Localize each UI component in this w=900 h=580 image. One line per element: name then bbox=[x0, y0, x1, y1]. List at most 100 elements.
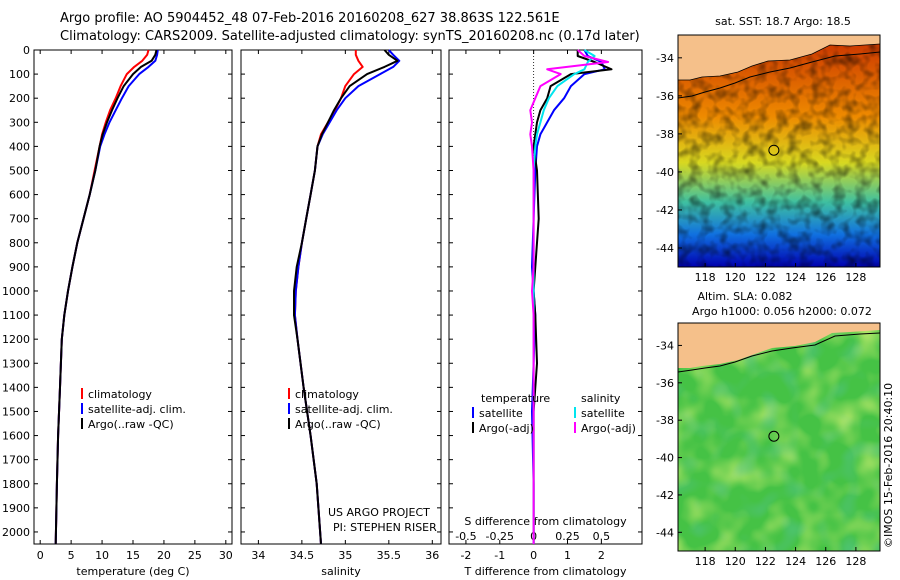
difference-xtick-label: -1 bbox=[494, 549, 505, 562]
depth-tick-label: 100 bbox=[9, 68, 30, 81]
temperature-xtick-label: 0 bbox=[37, 549, 44, 562]
difference-xtick-label: 0 bbox=[530, 549, 537, 562]
temperature-xtick-label: 10 bbox=[95, 549, 109, 562]
temperature-legend-label: Argo(..raw -QC) bbox=[88, 418, 174, 431]
difference-series-2 bbox=[532, 49, 596, 544]
salinity-xtick-label: 34 bbox=[251, 549, 265, 562]
depth-tick-label: 200 bbox=[9, 92, 30, 105]
depth-tick-label: 1600 bbox=[2, 430, 30, 443]
sla-lon-label: 122 bbox=[755, 555, 776, 568]
depth-tick-label: 1100 bbox=[2, 309, 30, 322]
difference-series-3 bbox=[529, 49, 610, 544]
difference-panel: -2 -1 0 1 2-0.5 -0.25 0 0.25 0.5S difference fro… bbox=[448, 49, 643, 578]
sla-lon-label: 128 bbox=[845, 555, 866, 568]
salinity-diff-axis-label: S difference from climatology bbox=[464, 515, 627, 528]
salinity-diff-tick-label: -0.5 bbox=[455, 530, 476, 543]
depth-tick-label: 500 bbox=[9, 164, 30, 177]
depth-tick-label: 1800 bbox=[2, 478, 30, 491]
difference-legend-label: Argo(-adj) bbox=[479, 422, 534, 435]
sst-lon-label: 124 bbox=[785, 271, 806, 284]
depth-tick-label: 1500 bbox=[2, 405, 30, 418]
sst-lon-label: 118 bbox=[695, 271, 716, 284]
sla-lat-label: -44 bbox=[656, 526, 674, 539]
difference-frame bbox=[448, 49, 643, 545]
difference-legend-label: Argo(-adj) bbox=[581, 422, 636, 435]
sst-lon-label: 122 bbox=[755, 271, 776, 284]
depth-tick-label: 2000 bbox=[2, 526, 30, 539]
sst-lat-label: -34 bbox=[656, 52, 674, 65]
salinity-legend-label: climatology bbox=[295, 388, 359, 401]
depth-tick-label: 400 bbox=[9, 140, 30, 153]
depth-tick-label: 1700 bbox=[2, 454, 30, 467]
difference-legend-label: satellite bbox=[581, 407, 625, 420]
sla-map-title: Altim. SLA: 0.082 bbox=[697, 290, 792, 303]
sla-lat-label: -38 bbox=[656, 414, 674, 427]
temperature-xtick-label: 5 bbox=[68, 549, 75, 562]
imos-watermark: ©IMOS 15-Feb-2016 20:40:10 bbox=[882, 383, 895, 548]
depth-tick-label: 800 bbox=[9, 237, 30, 250]
salinity-diff-tick-label: -0.25 bbox=[486, 530, 514, 543]
sst-map-frame bbox=[677, 34, 881, 268]
salinity-legend-label: satellite-adj. clim. bbox=[295, 403, 393, 416]
sla-lon-label: 120 bbox=[725, 555, 746, 568]
sst-lat-label: -40 bbox=[656, 166, 674, 179]
temperature-legend-label: satellite-adj. clim. bbox=[88, 403, 186, 416]
depth-tick-label: 1000 bbox=[2, 285, 30, 298]
temperature-frame bbox=[33, 49, 233, 545]
difference-xtick-label: 2 bbox=[598, 549, 605, 562]
sst-lat-label: -44 bbox=[656, 242, 674, 255]
depth-tick-label: 1200 bbox=[2, 333, 30, 346]
salinity-xtick-label: 35 bbox=[338, 549, 352, 562]
salinity-series-1 bbox=[293, 49, 401, 545]
salinity-diff-tick-label: 0.5 bbox=[593, 530, 611, 543]
salinity-frame bbox=[240, 49, 442, 545]
salinity-diff-tick-label: 0.25 bbox=[555, 530, 580, 543]
salinity-axis-label: salinity bbox=[321, 565, 361, 578]
temperature-legend-label: climatology bbox=[88, 388, 152, 401]
sst-land bbox=[678, 35, 880, 80]
sst-map-title: sat. SST: 18.7 Argo: 18.5 bbox=[715, 15, 851, 28]
depth-tick-label: 700 bbox=[9, 213, 30, 226]
depth-tick-label: 900 bbox=[9, 261, 30, 274]
sla-lon-label: 126 bbox=[815, 555, 836, 568]
salinity-series-2 bbox=[293, 49, 399, 545]
temperature-xtick-label: 25 bbox=[188, 549, 202, 562]
sst-coastline bbox=[678, 43, 880, 81]
salinity-panel: 34 34.5 35 35.5 36 salinity climatology satelli… bbox=[240, 49, 442, 578]
depth-tick-label: 300 bbox=[9, 116, 30, 129]
sla-lat-label: -40 bbox=[656, 452, 674, 465]
difference-xtick-label: 1 bbox=[564, 549, 571, 562]
sla-map-subtitle: Argo h1000: 0.056 h2000: 0.072 bbox=[692, 305, 872, 318]
difference-series-1 bbox=[532, 50, 613, 544]
legend-title-salinity: salinity bbox=[581, 392, 621, 405]
sst-lat-label: -38 bbox=[656, 128, 674, 141]
depth-tick-label: 0 bbox=[23, 44, 30, 57]
temperature-panel: 0100200300400500600700800900100011001200… bbox=[2, 44, 233, 578]
sla-land bbox=[678, 323, 880, 368]
credit-project: US ARGO PROJECT bbox=[328, 506, 430, 519]
temperature-xtick-label: 30 bbox=[219, 549, 233, 562]
title-line-2: Climatology: CARS2009. Satellite-adjuste… bbox=[60, 29, 640, 44]
temperature-xtick-label: 20 bbox=[157, 549, 171, 562]
sla-coast-contour bbox=[678, 332, 880, 373]
sla-lat-label: -34 bbox=[656, 339, 674, 352]
temperature-series-2 bbox=[54, 49, 158, 545]
sst-argo-location-marker bbox=[768, 144, 780, 156]
salinity-xtick-label: 35.5 bbox=[377, 549, 402, 562]
temperature-axis-label: temperature (deg C) bbox=[76, 565, 189, 578]
sla-lon-label: 124 bbox=[785, 555, 806, 568]
salinity-xtick-label: 36 bbox=[425, 549, 439, 562]
sla-argo-location-marker bbox=[768, 430, 780, 442]
temperature-xtick-label: 15 bbox=[126, 549, 140, 562]
sst-lon-label: 120 bbox=[725, 271, 746, 284]
salinity-xtick-label: 34.5 bbox=[290, 549, 315, 562]
credit-pi: PI: STEPHEN RISER bbox=[333, 521, 437, 534]
sla-lon-label: 118 bbox=[695, 555, 716, 568]
difference-axis-label: T difference from climatology bbox=[464, 565, 627, 578]
depth-tick-label: 1400 bbox=[2, 381, 30, 394]
sst-coast-contour bbox=[678, 51, 880, 99]
sla-lat-label: -42 bbox=[656, 489, 674, 502]
sst-lat-label: -36 bbox=[656, 90, 674, 103]
depth-tick-label: 1900 bbox=[2, 502, 30, 515]
